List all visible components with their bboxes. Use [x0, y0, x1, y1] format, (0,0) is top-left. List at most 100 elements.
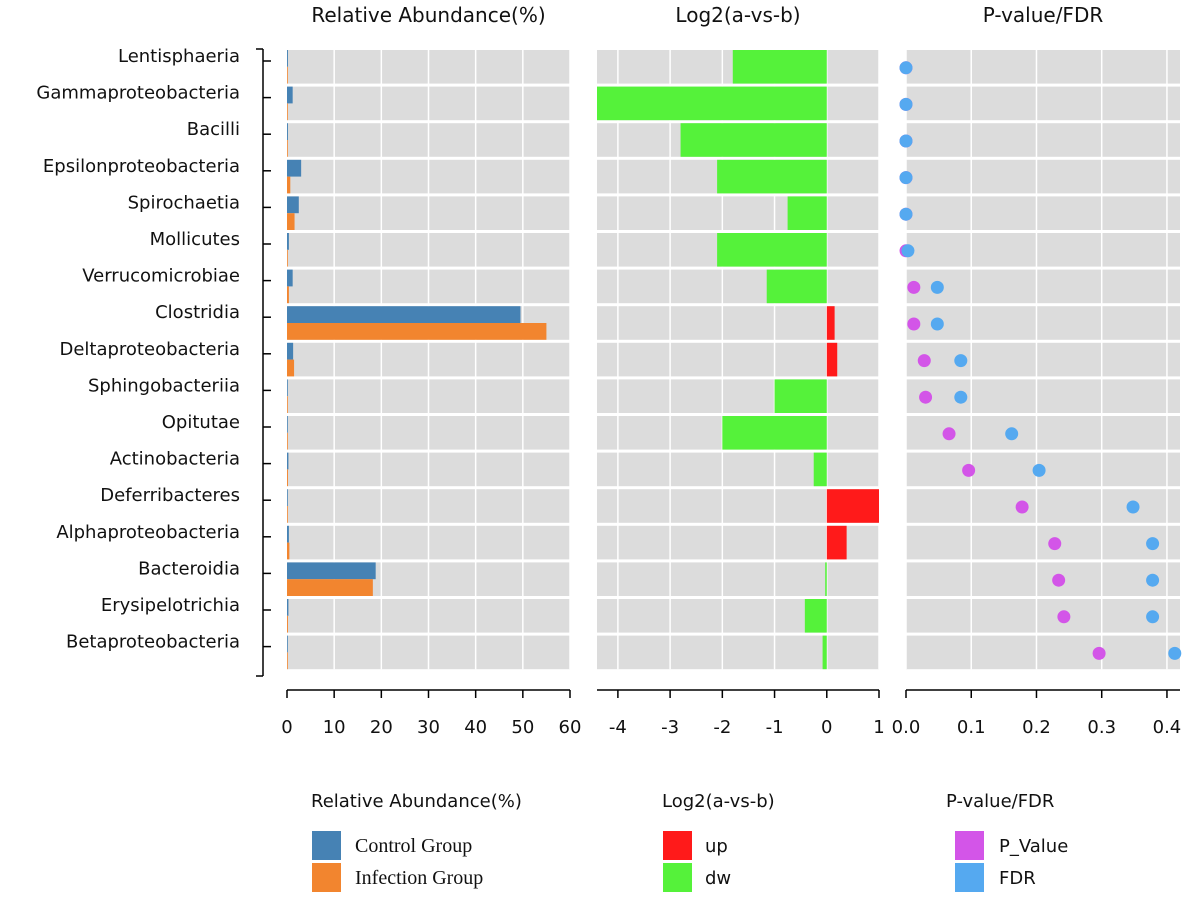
point-pvalue [1052, 573, 1066, 587]
legend-swatch [312, 863, 341, 892]
bar-infection [287, 615, 288, 633]
point-fdr [1146, 610, 1160, 624]
bar-dw [717, 159, 827, 194]
bar-control [287, 342, 294, 360]
x-tick-label: -1 [766, 717, 784, 738]
row-background [906, 342, 1180, 377]
bar-infection [287, 542, 290, 560]
x-tick-label: -2 [713, 717, 731, 738]
bar-infection [287, 103, 288, 121]
row-background [906, 86, 1180, 121]
row-background [597, 452, 879, 487]
bar-control [287, 123, 288, 140]
row-background [597, 635, 879, 670]
chart-panels: Relative Abundance(%)0 10 20 30 40 50 60Log2(a… [281, 3, 1182, 738]
bar-infection [287, 359, 295, 377]
x-tick-label: 40 [464, 717, 487, 738]
legend-label: P_Value [999, 836, 1068, 857]
category-label: Deltaproteobacteria [59, 339, 240, 360]
bar-infection [287, 432, 288, 450]
row-background [906, 306, 1180, 340]
category-label: Bacteroidia [138, 558, 240, 579]
bar-infection [287, 396, 288, 413]
x-tick-label: 60 [559, 717, 582, 738]
bar-infection [287, 66, 288, 84]
category-label: Epsilonproteobacteria [43, 156, 240, 177]
bar-dw [787, 196, 827, 230]
bar-up [826, 306, 835, 340]
row-background [906, 562, 1180, 596]
category-label: Bacilli [187, 119, 240, 140]
bar-control [287, 452, 289, 470]
x-tick-label: 0.1 [957, 717, 986, 738]
point-fdr [1032, 463, 1046, 477]
bar-dw [597, 86, 827, 121]
legend-label: up [705, 836, 728, 857]
category-label: Lentisphaeria [118, 46, 240, 67]
point-pvalue [919, 390, 933, 404]
point-fdr [1126, 500, 1140, 514]
bar-up [826, 525, 847, 560]
panel-title: Relative Abundance(%) [311, 3, 545, 27]
row-background [597, 379, 879, 413]
bar-infection [287, 213, 295, 230]
row-background [906, 233, 1180, 267]
point-pvalue [942, 427, 956, 441]
point-fdr [930, 280, 944, 294]
category-label: Deferribacteres [100, 485, 240, 506]
point-fdr [899, 97, 913, 111]
bar-infection [287, 579, 373, 596]
legend-swatch [663, 863, 692, 892]
legend-title: Log2(a-vs-b) [662, 791, 775, 812]
bar-control [287, 269, 293, 287]
category-label: Sphingobacteriia [88, 375, 240, 396]
x-tick-label: 1 [873, 717, 884, 738]
category-label: Mollicutes [150, 229, 240, 250]
bar-infection [287, 249, 288, 267]
x-tick-label: -3 [661, 717, 679, 738]
bar-dw [766, 269, 827, 304]
x-tick-label: 20 [370, 717, 393, 738]
row-background [906, 159, 1180, 194]
point-fdr [899, 134, 913, 148]
row-background [906, 635, 1180, 670]
bar-dw [722, 416, 827, 450]
bar-control [287, 50, 288, 67]
bar-control [287, 416, 288, 433]
bar-control [287, 159, 302, 177]
point-pvalue [1015, 500, 1029, 514]
x-tick-label: 30 [417, 717, 440, 738]
bar-dw [822, 635, 827, 670]
legend-label: Infection Group [355, 867, 483, 889]
row-background [906, 525, 1180, 560]
bar-infection [287, 140, 288, 157]
x-tick-label: 0.0 [892, 717, 921, 738]
point-fdr [954, 354, 968, 368]
row-background [906, 379, 1180, 413]
bar-dw [680, 123, 827, 157]
bar-infection [287, 506, 288, 523]
x-tick-label: 0 [821, 717, 832, 738]
bar-dw [804, 599, 827, 633]
point-pvalue [1048, 537, 1062, 551]
bar-control [287, 635, 288, 653]
x-tick-label: 0.4 [1153, 717, 1182, 738]
point-fdr [1005, 427, 1019, 441]
point-pvalue [907, 317, 921, 331]
point-pvalue [962, 463, 976, 477]
point-pvalue [1057, 610, 1071, 624]
bar-infection [287, 176, 291, 194]
bar-dw [717, 233, 827, 267]
x-tick-label: 50 [511, 717, 534, 738]
row-background [597, 269, 879, 304]
legends: Relative Abundance(%) Control Group Infect… [311, 791, 1068, 892]
bar-control [287, 599, 289, 616]
bar-control [287, 489, 288, 506]
legend-swatch [955, 831, 984, 860]
legend-2: Log2(a-vs-b) up dw [662, 791, 775, 892]
row-background [906, 196, 1180, 230]
legend-label: Control Group [355, 835, 472, 857]
x-tick-label: 0.3 [1087, 717, 1116, 738]
point-fdr [1168, 646, 1182, 660]
